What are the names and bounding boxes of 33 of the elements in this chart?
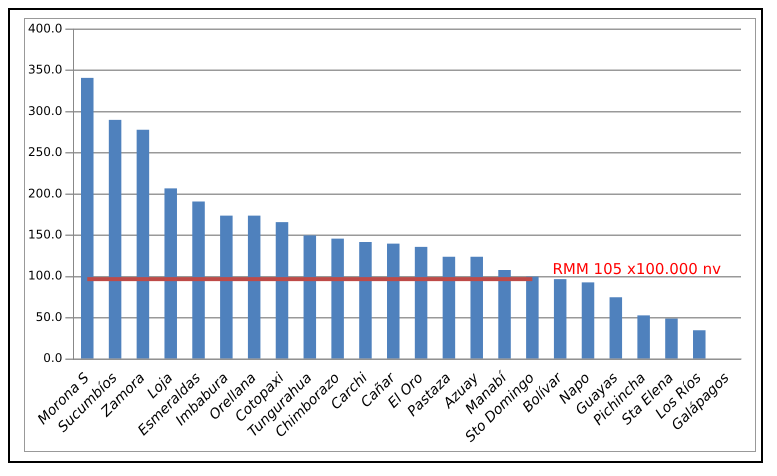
bar xyxy=(665,318,678,358)
y-tick-label: 100.0 xyxy=(28,268,62,283)
y-tick-label: 200.0 xyxy=(28,186,62,200)
y-tick-label: 300.0 xyxy=(28,104,62,118)
y-tick-label: 50.0 xyxy=(36,310,62,324)
bar xyxy=(470,256,483,358)
bar xyxy=(136,130,150,358)
bar xyxy=(526,276,539,358)
bar xyxy=(693,330,706,358)
bar xyxy=(610,297,622,358)
bar xyxy=(248,216,260,358)
bar xyxy=(108,120,122,358)
bar xyxy=(414,246,428,358)
y-tick-label: 150.0 xyxy=(28,227,62,242)
bar xyxy=(442,256,456,358)
bar xyxy=(637,315,650,358)
bar xyxy=(192,202,205,358)
bar xyxy=(554,279,566,358)
bar xyxy=(359,242,372,358)
y-tick-label: 250.0 xyxy=(28,145,62,160)
bar xyxy=(331,238,344,358)
bar xyxy=(276,222,288,358)
bar xyxy=(220,216,233,358)
y-tick-label: 0.0 xyxy=(43,351,62,366)
bar xyxy=(81,78,94,358)
annotation: RMM 105 x100.000 nv xyxy=(552,260,722,278)
y-tick-label: 400.0 xyxy=(28,21,62,36)
bar xyxy=(498,270,511,358)
bar xyxy=(304,235,316,358)
bar xyxy=(164,188,177,358)
y-tick-label: 350.0 xyxy=(28,62,62,77)
bar xyxy=(387,244,400,358)
bar xyxy=(582,282,594,358)
